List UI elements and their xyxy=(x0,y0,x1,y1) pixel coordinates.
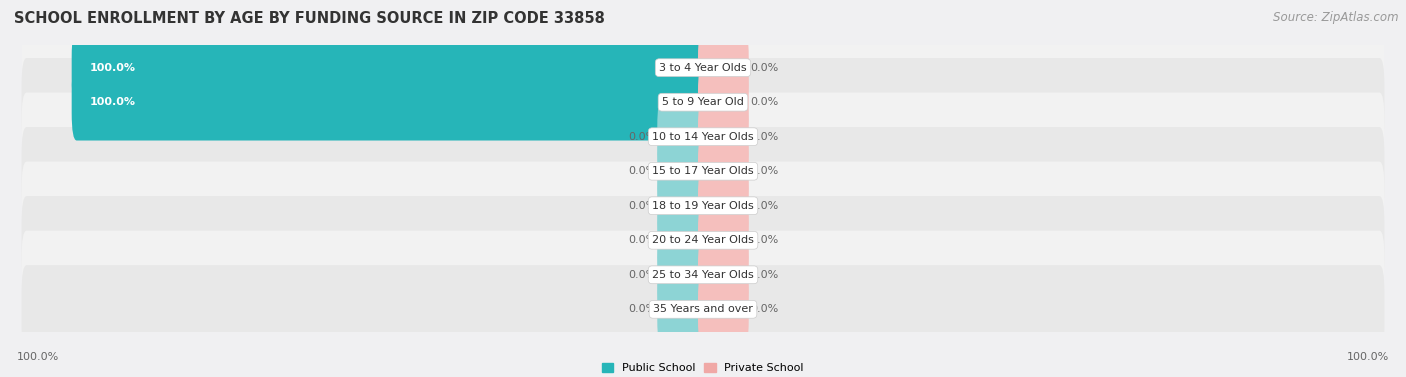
Text: 18 to 19 Year Olds: 18 to 19 Year Olds xyxy=(652,201,754,211)
Text: 15 to 17 Year Olds: 15 to 17 Year Olds xyxy=(652,166,754,176)
FancyBboxPatch shape xyxy=(21,162,1385,250)
FancyBboxPatch shape xyxy=(697,236,749,313)
FancyBboxPatch shape xyxy=(697,64,749,141)
Text: 100.0%: 100.0% xyxy=(89,63,135,73)
Text: 25 to 34 Year Olds: 25 to 34 Year Olds xyxy=(652,270,754,280)
FancyBboxPatch shape xyxy=(697,98,749,175)
Text: 0.0%: 0.0% xyxy=(627,235,657,245)
Text: 0.0%: 0.0% xyxy=(749,270,779,280)
Text: 100.0%: 100.0% xyxy=(17,352,59,362)
Text: 0.0%: 0.0% xyxy=(627,132,657,142)
FancyBboxPatch shape xyxy=(21,196,1385,285)
FancyBboxPatch shape xyxy=(72,64,709,141)
FancyBboxPatch shape xyxy=(697,271,749,348)
Text: 3 to 4 Year Olds: 3 to 4 Year Olds xyxy=(659,63,747,73)
FancyBboxPatch shape xyxy=(72,29,709,106)
FancyBboxPatch shape xyxy=(657,236,709,313)
Text: 5 to 9 Year Old: 5 to 9 Year Old xyxy=(662,97,744,107)
Text: 0.0%: 0.0% xyxy=(627,304,657,314)
FancyBboxPatch shape xyxy=(21,23,1385,112)
Text: 0.0%: 0.0% xyxy=(749,97,779,107)
FancyBboxPatch shape xyxy=(657,98,709,175)
FancyBboxPatch shape xyxy=(657,167,709,244)
Text: 100.0%: 100.0% xyxy=(1347,352,1389,362)
FancyBboxPatch shape xyxy=(21,92,1385,181)
Text: 0.0%: 0.0% xyxy=(749,166,779,176)
Legend: Public School, Private School: Public School, Private School xyxy=(598,359,808,377)
FancyBboxPatch shape xyxy=(21,231,1385,319)
Text: Source: ZipAtlas.com: Source: ZipAtlas.com xyxy=(1274,11,1399,24)
Text: 100.0%: 100.0% xyxy=(89,97,135,107)
Text: 20 to 24 Year Olds: 20 to 24 Year Olds xyxy=(652,235,754,245)
Text: 35 Years and over: 35 Years and over xyxy=(652,304,754,314)
Text: 10 to 14 Year Olds: 10 to 14 Year Olds xyxy=(652,132,754,142)
Text: 0.0%: 0.0% xyxy=(749,304,779,314)
Text: SCHOOL ENROLLMENT BY AGE BY FUNDING SOURCE IN ZIP CODE 33858: SCHOOL ENROLLMENT BY AGE BY FUNDING SOUR… xyxy=(14,11,605,26)
Text: 0.0%: 0.0% xyxy=(627,270,657,280)
FancyBboxPatch shape xyxy=(21,265,1385,354)
FancyBboxPatch shape xyxy=(21,127,1385,215)
Text: 0.0%: 0.0% xyxy=(749,132,779,142)
FancyBboxPatch shape xyxy=(657,202,709,279)
FancyBboxPatch shape xyxy=(697,202,749,279)
Text: 0.0%: 0.0% xyxy=(749,235,779,245)
Text: 0.0%: 0.0% xyxy=(627,201,657,211)
FancyBboxPatch shape xyxy=(21,58,1385,146)
Text: 0.0%: 0.0% xyxy=(627,166,657,176)
FancyBboxPatch shape xyxy=(657,271,709,348)
FancyBboxPatch shape xyxy=(697,133,749,210)
Text: 0.0%: 0.0% xyxy=(749,63,779,73)
FancyBboxPatch shape xyxy=(657,133,709,210)
FancyBboxPatch shape xyxy=(697,29,749,106)
FancyBboxPatch shape xyxy=(697,167,749,244)
Text: 0.0%: 0.0% xyxy=(749,201,779,211)
